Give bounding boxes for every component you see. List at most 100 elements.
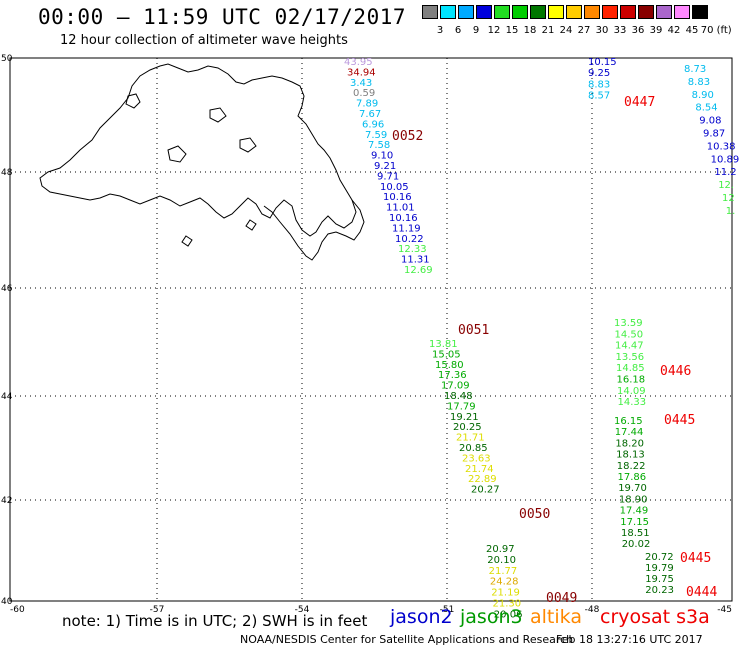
wave-height-value: 1. xyxy=(726,206,736,217)
wave-height-value: 15.05 xyxy=(432,349,461,360)
page-title: 00:00 – 11:59 UTC 02/17/2017 xyxy=(38,5,407,29)
wave-height-value: 10.38 xyxy=(707,141,736,152)
wave-height-value: 17.09 xyxy=(441,381,470,392)
page-subtitle: 12 hour collection of altimeter wave hei… xyxy=(60,33,348,48)
pass-time-label: 0050 xyxy=(519,507,550,522)
wave-height-value: 11.31 xyxy=(401,255,430,266)
wave-height-value: 20.06 xyxy=(494,609,523,620)
track-0447: 10.159.258.838.57 0447 xyxy=(588,57,655,110)
map-frame xyxy=(9,57,733,602)
scale-label: 42 xyxy=(667,25,681,36)
wave-height-value: 18.22 xyxy=(617,461,646,472)
satellite-legend-item: jason3 xyxy=(460,606,523,628)
wave-height-value: 9.08 xyxy=(699,116,721,127)
wave-height-value: 19.79 xyxy=(645,563,674,574)
wave-height-value: 15.80 xyxy=(435,360,464,371)
latitude-label: 46 xyxy=(1,284,13,294)
wave-height-value: 12. xyxy=(718,180,734,191)
wave-height-value: 17.44 xyxy=(615,427,644,438)
scale-swatch xyxy=(620,5,636,19)
wave-height-value: 9.21 xyxy=(374,161,396,172)
wave-height-value: 18.48 xyxy=(444,391,473,402)
scale-label: 27 xyxy=(577,25,591,36)
wave-height-value: 13.59 xyxy=(614,318,643,329)
wave-height-value: 17.79 xyxy=(447,401,476,412)
wave-height-value: 0.59 xyxy=(353,88,375,99)
scale-label: 12 xyxy=(487,25,501,36)
scale-swatch xyxy=(476,5,492,19)
generation-timestamp: Feb 18 13:27:16 UTC 2017 xyxy=(556,633,703,646)
latitude-label: 42 xyxy=(1,496,12,506)
wave-height-value: 12 xyxy=(722,193,735,204)
wave-height-value: 7.59 xyxy=(365,130,387,141)
wave-height-value: 20.27 xyxy=(471,485,500,496)
pass-time-label: 0051 xyxy=(458,323,489,338)
altimeter-tracks: 43.9534.943.430.597.897.676.967.597.589.… xyxy=(344,57,739,620)
track-0051: 13.8115.0515.8017.3617.0918.4817.7919.21… xyxy=(429,323,500,496)
wave-height-value: 12.33 xyxy=(398,244,427,255)
wave-height-value: 8.73 xyxy=(684,64,706,75)
wave-height-value: 9.10 xyxy=(371,151,393,162)
wave-height-value: 10.05 xyxy=(380,182,409,193)
longitude-label: -60 xyxy=(10,605,25,615)
wave-height-value: 3.43 xyxy=(350,78,372,89)
scale-label: 36 xyxy=(631,25,645,36)
wave-height-value: 18.13 xyxy=(616,450,645,461)
satellite-legend-item: jason2 xyxy=(390,606,453,628)
pass-time-label: 0049 xyxy=(546,591,577,606)
track-0444: 0444 xyxy=(686,585,717,600)
wave-height-value: 10.22 xyxy=(395,234,424,245)
wave-height-value: 14.85 xyxy=(616,363,645,374)
scale-label: 33 xyxy=(613,25,627,36)
scale-label: 39 xyxy=(649,25,663,36)
coastline-newfoundland xyxy=(39,63,365,261)
longitude-label: -51 xyxy=(440,605,455,615)
scale-swatch xyxy=(530,5,546,19)
wave-height-value: 20.23 xyxy=(645,585,674,596)
wave-height-value: 12.69 xyxy=(404,265,433,276)
scale-label: 3 xyxy=(436,25,444,36)
track-0445a: 16.1517.4418.2018.1318.2217.8619.7018.90… xyxy=(614,413,695,550)
longitude-label: -45 xyxy=(717,605,732,615)
wave-height-value: 9.25 xyxy=(588,68,610,79)
pass-time-label: 0052 xyxy=(392,129,423,144)
wave-height-value: 11.2 xyxy=(714,167,736,178)
scale-label: 18 xyxy=(523,25,537,36)
wave-height-value: 22.89 xyxy=(468,474,497,485)
scale-swatch xyxy=(674,5,690,19)
wave-height-value: 7.58 xyxy=(368,140,390,151)
scale-label: 70 (ft) xyxy=(700,25,732,36)
wave-height-value: 20.25 xyxy=(453,422,482,433)
pass-time-label: 0444 xyxy=(686,585,717,600)
latitude-label: 48 xyxy=(1,168,13,178)
latitude-label: 44 xyxy=(1,392,13,402)
scale-label: 30 xyxy=(595,25,609,36)
wave-height-value: 14.47 xyxy=(615,341,644,352)
longitude-label: -48 xyxy=(585,605,600,615)
wave-height-value: 8.54 xyxy=(695,103,717,114)
pass-time-label: 0447 xyxy=(624,95,655,110)
wave-height-value: 43.95 xyxy=(344,57,373,68)
wave-height-value: 20.02 xyxy=(622,539,651,550)
scale-swatch xyxy=(566,5,582,19)
track-0052: 43.9534.943.430.597.897.676.967.597.589.… xyxy=(344,57,433,276)
wave-height-value: 9.87 xyxy=(703,129,725,140)
wave-height-value: 10.89 xyxy=(711,154,740,165)
wave-height-value: 34.94 xyxy=(347,67,376,78)
scale-swatch xyxy=(458,5,474,19)
wave-height-value: 9.71 xyxy=(377,171,399,182)
scale-label: 21 xyxy=(541,25,555,36)
wave-height-value: 14.09 xyxy=(617,386,646,397)
axis-labels: -60 -57 -54 -51 -48 -45 50 48 46 44 42 40 xyxy=(1,54,732,615)
longitude-label: -54 xyxy=(295,605,310,615)
scale-swatch xyxy=(692,5,708,19)
wave-height-value: 13.56 xyxy=(616,352,645,363)
scale-swatch xyxy=(440,5,456,19)
wave-height-value: 14.50 xyxy=(615,329,644,340)
scale-swatch xyxy=(512,5,528,19)
wave-height-value: 7.67 xyxy=(359,109,381,120)
wave-height-value: 19.70 xyxy=(618,483,647,494)
wave-height-value: 20.85 xyxy=(459,443,488,454)
